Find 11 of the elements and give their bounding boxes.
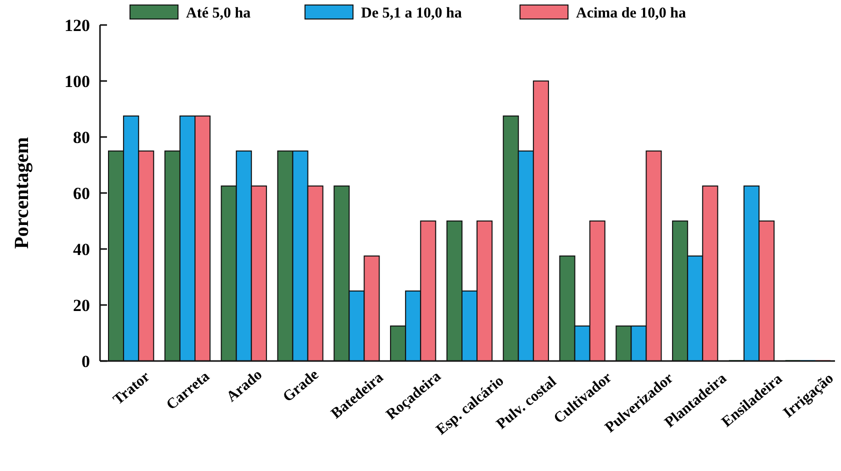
y-tick-label: 20 (73, 296, 90, 315)
y-tick-label: 40 (73, 240, 90, 259)
legend-label: Acima de 10,0 ha (576, 5, 686, 22)
y-tick-label: 100 (64, 72, 90, 91)
y-tick-label: 0 (82, 352, 90, 371)
y-axis-title: Porcentagem (11, 136, 33, 249)
legend-label: De 5,1 a 10,0 ha (361, 5, 462, 22)
y-tick-label: 120 (64, 16, 90, 35)
y-tick-label: 60 (73, 184, 90, 203)
y-tick-label: 80 (73, 128, 90, 147)
legend-label: Até 5,0 ha (186, 5, 252, 22)
